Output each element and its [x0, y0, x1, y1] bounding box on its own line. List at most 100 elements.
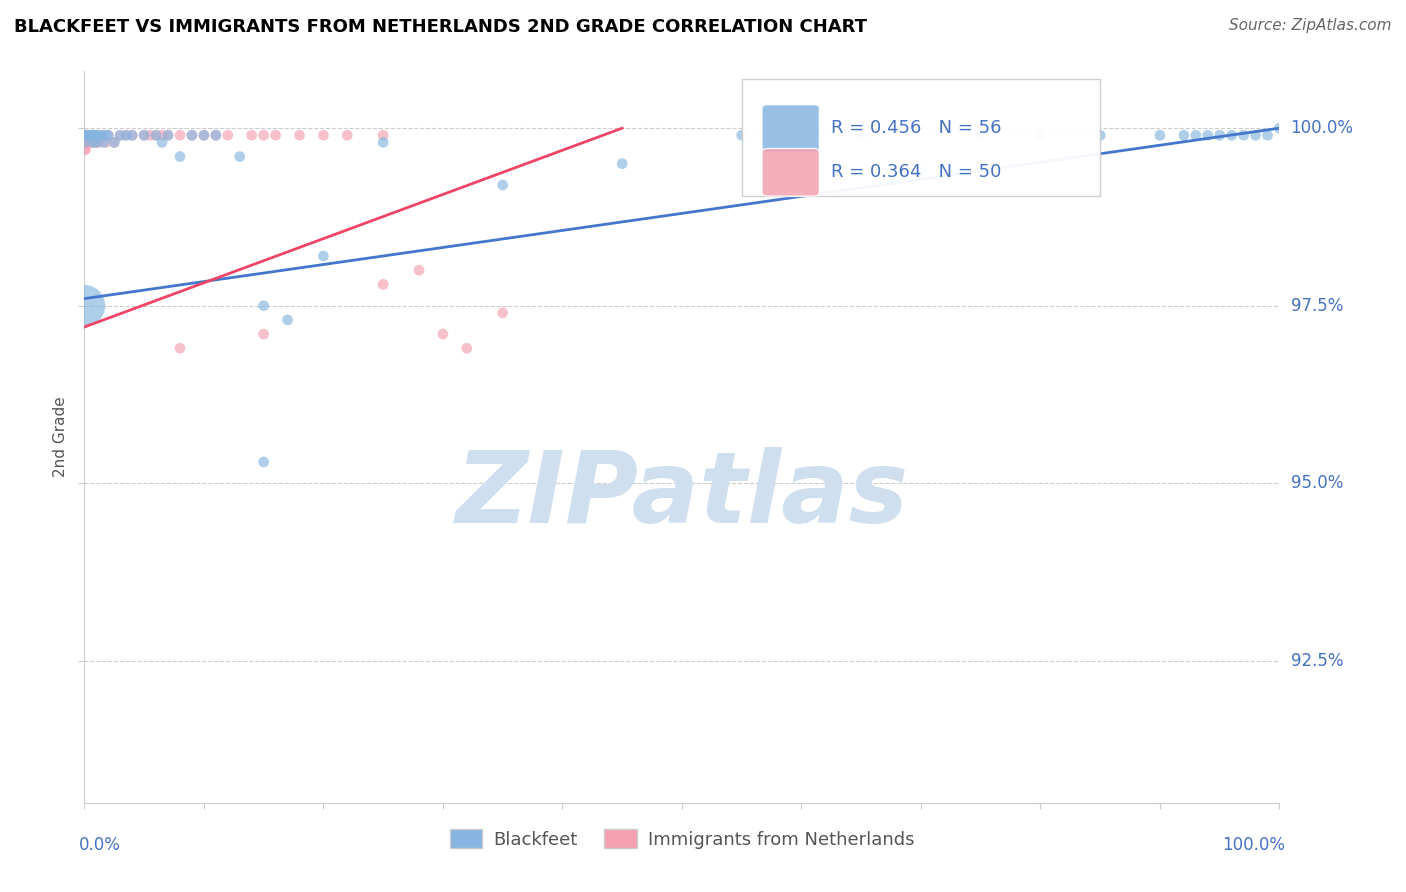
Point — [336, 128, 359, 143]
Point — [145, 128, 167, 143]
Text: 100.0%: 100.0% — [1291, 120, 1354, 137]
FancyBboxPatch shape — [762, 104, 820, 153]
Point — [970, 128, 993, 143]
FancyBboxPatch shape — [742, 78, 1101, 195]
Point — [157, 128, 180, 143]
Point — [110, 128, 132, 143]
Point — [408, 263, 430, 277]
Point — [312, 249, 335, 263]
Y-axis label: 2nd Grade: 2nd Grade — [53, 397, 69, 477]
Point — [77, 128, 100, 143]
Point — [910, 163, 932, 178]
Point — [1257, 128, 1279, 143]
Text: R = 0.364   N = 50: R = 0.364 N = 50 — [831, 163, 1001, 181]
Point — [193, 128, 215, 143]
Point — [73, 128, 96, 143]
Point — [1268, 121, 1291, 136]
Point — [851, 128, 873, 143]
Point — [1173, 128, 1195, 143]
Point — [492, 306, 515, 320]
Point — [73, 128, 96, 143]
Point — [82, 136, 104, 150]
Point — [157, 128, 180, 143]
Point — [82, 128, 104, 143]
Point — [193, 128, 215, 143]
Point — [115, 128, 138, 143]
Point — [77, 128, 100, 143]
Point — [75, 128, 97, 143]
Point — [83, 128, 105, 143]
Point — [1090, 128, 1112, 143]
Point — [229, 150, 252, 164]
Point — [373, 136, 395, 150]
Point — [1149, 128, 1171, 143]
Point — [77, 128, 100, 143]
Point — [139, 128, 162, 143]
FancyBboxPatch shape — [762, 149, 820, 196]
Point — [1029, 128, 1052, 143]
Point — [240, 128, 263, 143]
Point — [84, 128, 107, 143]
Point — [115, 128, 138, 143]
Point — [73, 299, 96, 313]
Point — [91, 128, 114, 143]
Point — [91, 128, 114, 143]
Point — [73, 136, 96, 150]
Point — [169, 341, 191, 355]
Point — [253, 455, 276, 469]
Point — [103, 136, 125, 150]
Point — [86, 128, 108, 143]
Text: ZIPatlas: ZIPatlas — [456, 447, 908, 544]
Point — [86, 136, 108, 150]
Point — [94, 136, 117, 150]
Point — [103, 136, 125, 150]
Point — [150, 136, 173, 150]
Point — [87, 136, 110, 150]
Point — [217, 128, 239, 143]
Point — [1209, 128, 1232, 143]
Point — [73, 143, 96, 157]
Text: 97.5%: 97.5% — [1291, 297, 1343, 315]
Point — [264, 128, 287, 143]
Point — [169, 150, 191, 164]
Point — [76, 128, 98, 143]
Point — [75, 143, 97, 157]
Point — [373, 277, 395, 292]
Point — [145, 128, 167, 143]
Point — [83, 136, 105, 150]
Point — [132, 128, 156, 143]
Text: BLACKFEET VS IMMIGRANTS FROM NETHERLANDS 2ND GRADE CORRELATION CHART: BLACKFEET VS IMMIGRANTS FROM NETHERLANDS… — [14, 18, 868, 36]
Point — [205, 128, 228, 143]
Point — [169, 128, 191, 143]
Point — [73, 136, 96, 150]
Point — [1233, 128, 1256, 143]
Point — [121, 128, 143, 143]
Text: Source: ZipAtlas.com: Source: ZipAtlas.com — [1229, 18, 1392, 33]
Text: 92.5%: 92.5% — [1291, 652, 1343, 670]
Point — [110, 128, 132, 143]
Text: 0.0%: 0.0% — [79, 836, 121, 854]
Point — [79, 128, 101, 143]
Point — [86, 136, 108, 150]
Point — [150, 128, 173, 143]
Point — [121, 128, 143, 143]
Point — [73, 128, 96, 143]
Point — [731, 128, 754, 143]
Point — [76, 128, 98, 143]
Point — [73, 128, 96, 143]
Point — [432, 327, 454, 342]
Point — [312, 128, 335, 143]
Point — [75, 136, 97, 150]
Point — [1220, 128, 1243, 143]
Point — [790, 163, 813, 178]
Point — [84, 128, 107, 143]
Point — [277, 313, 299, 327]
Point — [288, 128, 311, 143]
Point — [93, 136, 115, 150]
Point — [77, 136, 100, 150]
Text: 95.0%: 95.0% — [1291, 475, 1343, 492]
Point — [181, 128, 204, 143]
Text: R = 0.456   N = 56: R = 0.456 N = 56 — [831, 120, 1002, 137]
Point — [79, 128, 101, 143]
Point — [132, 128, 156, 143]
